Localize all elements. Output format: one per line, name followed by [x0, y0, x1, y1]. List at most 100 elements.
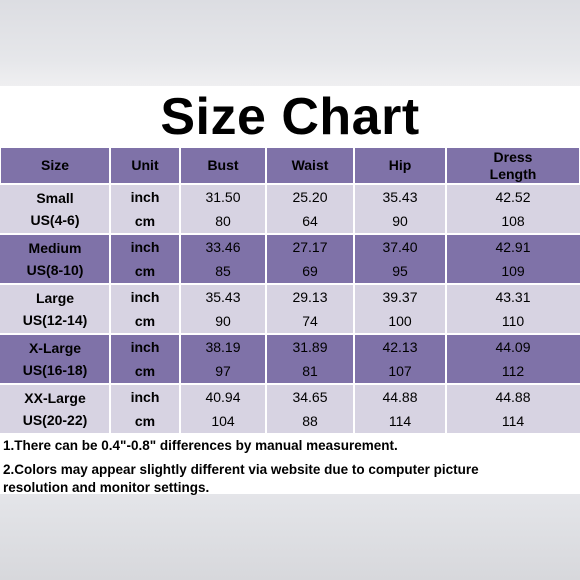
unit-cell-cm: cm	[134, 363, 156, 379]
bust-value-cm: 97	[215, 363, 231, 379]
waist-value-cm: 64	[302, 213, 318, 229]
waist-value-cm: 81	[302, 363, 318, 379]
column-divider	[179, 235, 181, 283]
unit-cell-inch: inch	[130, 239, 160, 255]
length-value-cm: 114	[501, 413, 525, 429]
bust-value-cm: 80	[215, 213, 231, 229]
note-1: 1.There can be 0.4"-0.8" differences by …	[3, 438, 398, 453]
unit-cell-inch: inch	[130, 389, 160, 405]
table-row: XX-Large US(20-22) inch 40.94 34.65 44.88 44.8…	[0, 385, 580, 433]
size-name: XX-Large	[24, 390, 86, 406]
header-row: Size Unit Bust Waist Hip Dress Length	[0, 147, 580, 184]
size-cell: Medium US(8-10)	[0, 235, 110, 283]
header-bust: Bust	[180, 147, 266, 184]
size-chart-card: Size Chart Size Unit Bust Waist Hip Dres…	[0, 86, 580, 495]
length-value-cm: 108	[501, 213, 525, 229]
column-divider	[445, 335, 447, 383]
chart-title: Size Chart	[160, 88, 420, 146]
column-divider	[265, 235, 267, 283]
bust-value-inch: 33.46	[205, 239, 241, 255]
size-cell: Large US(12-14)	[0, 285, 110, 333]
size-name: Medium	[28, 240, 82, 256]
bust-value-cm: 90	[215, 313, 231, 329]
size-name: Large	[35, 290, 75, 306]
length-value-inch: 44.88	[495, 389, 531, 405]
note-2-line-1: 2.Colors may appear slightly different v…	[3, 462, 479, 477]
length-value-cm: 109	[501, 263, 525, 279]
column-divider	[445, 385, 447, 433]
hip-value-inch: 39.37	[382, 289, 418, 305]
hip-value-inch: 35.43	[382, 189, 418, 205]
bust-value-inch: 31.50	[205, 189, 241, 205]
size-name: X-Large	[28, 340, 82, 356]
column-divider	[265, 185, 267, 233]
length-value-cm: 112	[501, 363, 525, 379]
hip-value-cm: 107	[388, 363, 412, 379]
column-divider	[353, 385, 355, 433]
hip-value-inch: 42.13	[382, 339, 418, 355]
hip-value-cm: 100	[388, 313, 412, 329]
size-range: US(12-14)	[22, 312, 88, 328]
unit-cell-inch: inch	[130, 339, 160, 355]
length-value-inch: 43.31	[495, 289, 531, 305]
header-dress-length: Dress Length	[446, 147, 580, 184]
hip-value-cm: 90	[392, 213, 408, 229]
header-hip: Hip	[354, 147, 446, 184]
column-divider	[109, 185, 111, 233]
column-divider	[109, 285, 111, 333]
header-bust-label: Bust	[207, 157, 239, 173]
size-range: US(20-22)	[22, 412, 88, 428]
bust-value-inch: 38.19	[205, 339, 241, 355]
bust-value-inch: 35.43	[205, 289, 241, 305]
size-name: Small	[36, 190, 74, 206]
column-divider	[445, 185, 447, 233]
table-row: Medium US(8-10) inch 33.46 27.17 37.40 42.91 cm…	[0, 235, 580, 283]
column-divider	[179, 385, 181, 433]
column-divider	[179, 335, 181, 383]
header-dress-length-line1: Dress	[493, 148, 533, 165]
column-divider	[353, 235, 355, 283]
waist-value-inch: 31.89	[292, 339, 328, 355]
unit-cell-inch: inch	[130, 189, 160, 205]
hip-value-cm: 114	[388, 413, 412, 429]
size-cell: Small US(4-6)	[0, 185, 110, 233]
header-hip-label: Hip	[388, 157, 412, 173]
column-divider	[179, 185, 181, 233]
column-divider	[109, 335, 111, 383]
length-value-inch: 44.09	[495, 339, 531, 355]
waist-value-inch: 25.20	[292, 189, 328, 205]
size-cell: X-Large US(16-18)	[0, 335, 110, 383]
column-divider	[109, 385, 111, 433]
size-cell: XX-Large US(20-22)	[0, 385, 110, 433]
bust-value-cm: 85	[215, 263, 231, 279]
length-value-inch: 42.52	[495, 189, 531, 205]
column-divider	[265, 285, 267, 333]
bust-value-cm: 104	[211, 413, 235, 429]
waist-value-inch: 29.13	[292, 289, 328, 305]
unit-cell-cm: cm	[134, 413, 156, 429]
size-range: US(8-10)	[26, 262, 84, 278]
column-divider	[353, 335, 355, 383]
header-waist-label: Waist	[291, 157, 329, 173]
column-divider	[353, 185, 355, 233]
unit-cell-cm: cm	[134, 313, 156, 329]
bust-value-inch: 40.94	[205, 389, 241, 405]
hip-value-cm: 95	[392, 263, 408, 279]
header-waist: Waist	[266, 147, 354, 184]
waist-value-cm: 69	[302, 263, 318, 279]
column-divider	[265, 385, 267, 433]
hip-value-inch: 37.40	[382, 239, 418, 255]
table-row: X-Large US(16-18) inch 38.19 31.89 42.13 44.09…	[0, 335, 580, 383]
header-size-label: Size	[40, 157, 69, 173]
column-divider	[179, 285, 181, 333]
column-divider	[445, 235, 447, 283]
waist-value-inch: 27.17	[292, 239, 328, 255]
table-row: Large US(12-14) inch 35.43 29.13 39.37 43.31 cm…	[0, 285, 580, 333]
header-dress-length-line2: Length	[489, 165, 537, 182]
size-range: US(4-6)	[30, 212, 80, 228]
unit-cell-cm: cm	[134, 263, 156, 279]
length-value-inch: 42.91	[495, 239, 531, 255]
table-row: Small US(4-6) inch 31.50 25.20 35.43 42.52 cm 80…	[0, 185, 580, 233]
size-range: US(16-18)	[22, 362, 88, 378]
hip-value-inch: 44.88	[382, 389, 418, 405]
